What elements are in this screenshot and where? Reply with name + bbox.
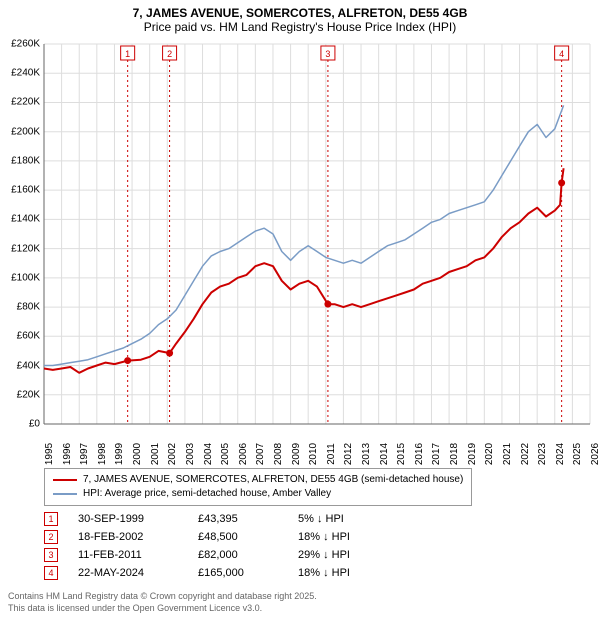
price-amount: £165,000 (198, 567, 298, 579)
y-tick-label: £200K (11, 126, 40, 137)
x-tick-label: 2006 (238, 443, 249, 465)
y-tick-label: £0 (29, 419, 40, 430)
price-delta: 18% ↓ HPI (298, 567, 418, 579)
x-tick-label: 2008 (273, 443, 284, 465)
x-tick-label: 2017 (431, 443, 442, 465)
price-marker: 4 (44, 566, 58, 580)
legend-label-property: 7, JAMES AVENUE, SOMERCOTES, ALFRETON, D… (83, 473, 463, 487)
price-delta: 29% ↓ HPI (298, 549, 418, 561)
y-tick-label: £100K (11, 272, 40, 283)
x-tick-label: 2009 (291, 443, 302, 465)
x-tick-label: 2010 (308, 443, 319, 465)
price-row: 3 11-FEB-2011£82,00029% ↓ HPI (44, 546, 418, 564)
y-tick-label: £260K (11, 39, 40, 50)
x-tick-label: 2013 (361, 443, 372, 465)
price-amount: £43,395 (198, 513, 298, 525)
svg-text:4: 4 (559, 49, 564, 59)
price-date: 30-SEP-1999 (78, 513, 198, 525)
y-tick-label: £80K (17, 302, 40, 313)
svg-text:1: 1 (125, 49, 130, 59)
x-tick-label: 2012 (343, 443, 354, 465)
legend: 7, JAMES AVENUE, SOMERCOTES, ALFRETON, D… (44, 468, 472, 506)
chart-svg: 1 2 3 4 (44, 44, 590, 424)
legend-item-property: 7, JAMES AVENUE, SOMERCOTES, ALFRETON, D… (53, 473, 463, 487)
price-date: 18-FEB-2002 (78, 531, 198, 543)
y-tick-label: £40K (17, 360, 40, 371)
price-row: 4 22-MAY-2024£165,00018% ↓ HPI (44, 564, 418, 582)
title-block: 7, JAMES AVENUE, SOMERCOTES, ALFRETON, D… (0, 0, 600, 34)
x-tick-label: 2014 (379, 443, 390, 465)
price-amount: £82,000 (198, 549, 298, 561)
svg-text:2: 2 (167, 49, 172, 59)
price-date: 11-FEB-2011 (78, 549, 198, 561)
x-tick-label: 2011 (326, 443, 337, 465)
x-tick-label: 2001 (150, 443, 161, 465)
x-tick-label: 2005 (220, 443, 231, 465)
footer: Contains HM Land Registry data © Crown c… (8, 590, 317, 614)
y-tick-label: £180K (11, 155, 40, 166)
y-axis-labels: £0£20K£40K£60K£80K£100K£120K£140K£160K£1… (0, 44, 42, 424)
y-tick-label: £140K (11, 214, 40, 225)
svg-text:3: 3 (325, 49, 330, 59)
price-row: 2 18-FEB-2002£48,50018% ↓ HPI (44, 528, 418, 546)
x-tick-label: 1996 (62, 443, 73, 465)
legend-item-hpi: HPI: Average price, semi-detached house,… (53, 487, 463, 501)
x-tick-label: 2000 (132, 443, 143, 465)
price-marker: 1 (44, 512, 58, 526)
x-tick-label: 2015 (396, 443, 407, 465)
chart-subtitle: Price paid vs. HM Land Registry's House … (0, 20, 600, 34)
price-row: 1 30-SEP-1999£43,3955% ↓ HPI (44, 510, 418, 528)
y-tick-label: £220K (11, 97, 40, 108)
x-tick-label: 2003 (185, 443, 196, 465)
price-delta: 18% ↓ HPI (298, 531, 418, 543)
legend-swatch-hpi (53, 493, 77, 495)
price-marker: 2 (44, 530, 58, 544)
x-tick-label: 2023 (537, 443, 548, 465)
x-tick-label: 2019 (467, 443, 478, 465)
chart-plot-area: 1 2 3 4 (44, 44, 590, 424)
x-tick-label: 2016 (414, 443, 425, 465)
x-tick-label: 2018 (449, 443, 460, 465)
x-tick-label: 2024 (555, 443, 566, 465)
legend-swatch-property (53, 479, 77, 482)
y-tick-label: £60K (17, 331, 40, 342)
price-amount: £48,500 (198, 531, 298, 543)
x-axis-labels: 1995 1996 1997 1998 1999 2000 2001 2002 2003 2004… (44, 426, 590, 466)
x-tick-label: 1998 (97, 443, 108, 465)
y-tick-label: £160K (11, 185, 40, 196)
chart-container: 7, JAMES AVENUE, SOMERCOTES, ALFRETON, D… (0, 0, 600, 620)
price-marker: 3 (44, 548, 58, 562)
y-tick-label: £20K (17, 389, 40, 400)
legend-label-hpi: HPI: Average price, semi-detached house,… (83, 487, 331, 501)
price-delta: 5% ↓ HPI (298, 513, 418, 525)
x-tick-label: 2026 (590, 443, 600, 465)
x-tick-label: 2007 (255, 443, 266, 465)
x-tick-label: 1999 (114, 443, 125, 465)
footer-line1: Contains HM Land Registry data © Crown c… (8, 590, 317, 602)
y-tick-label: £120K (11, 243, 40, 254)
chart-title-address: 7, JAMES AVENUE, SOMERCOTES, ALFRETON, D… (0, 6, 600, 20)
footer-line2: This data is licensed under the Open Gov… (8, 602, 317, 614)
x-tick-label: 2025 (572, 443, 583, 465)
x-tick-label: 1997 (79, 443, 90, 465)
x-tick-label: 2004 (203, 443, 214, 465)
x-tick-label: 1995 (44, 443, 55, 465)
x-tick-label: 2022 (520, 443, 531, 465)
x-tick-label: 2021 (502, 443, 513, 465)
y-tick-label: £240K (11, 68, 40, 79)
price-table: 130-SEP-1999£43,3955% ↓ HPI218-FEB-2002£… (44, 510, 418, 582)
price-date: 22-MAY-2024 (78, 567, 198, 579)
x-tick-label: 2020 (484, 443, 495, 465)
x-tick-label: 2002 (167, 443, 178, 465)
